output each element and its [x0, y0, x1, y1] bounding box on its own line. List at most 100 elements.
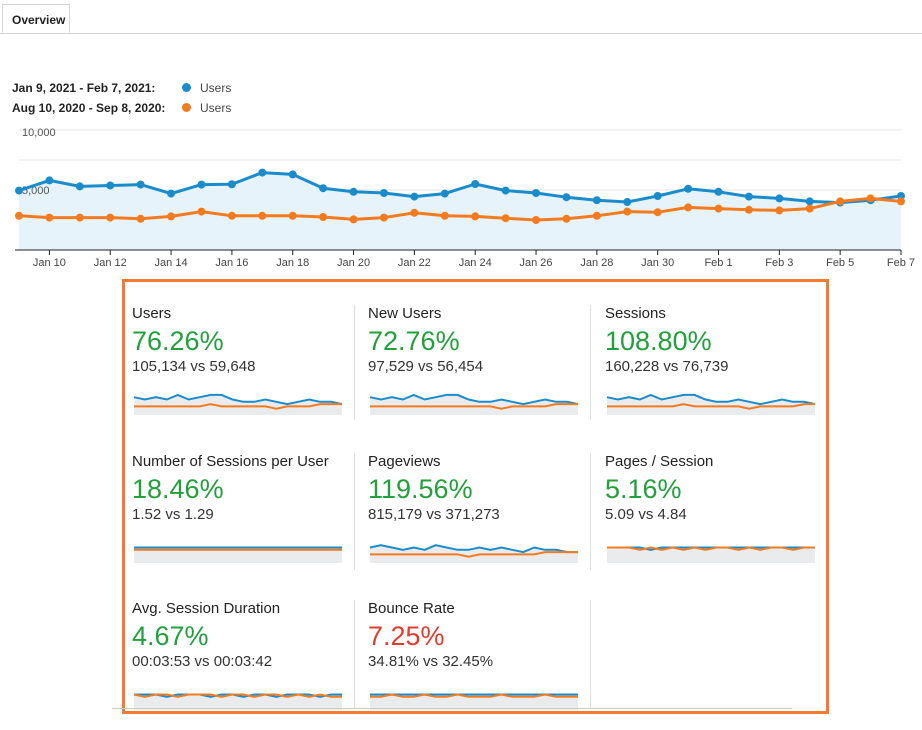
- metric-comparison: 105,134 vs 59,648: [132, 358, 256, 375]
- data-point[interactable]: [440, 189, 449, 198]
- data-point[interactable]: [623, 207, 632, 216]
- metric-percent-change: 7.25%: [368, 621, 445, 651]
- data-point[interactable]: [379, 213, 388, 222]
- x-tick-label: Jan 10: [33, 257, 66, 269]
- previous-series-line: [18, 196, 902, 222]
- data-point[interactable]: [288, 211, 297, 220]
- data-point[interactable]: [744, 192, 753, 201]
- legend-date-range: Jan 9, 2021 - Feb 7, 2021:: [12, 81, 156, 95]
- divider: [112, 708, 792, 709]
- data-point[interactable]: [319, 213, 328, 221]
- data-point[interactable]: [501, 186, 510, 195]
- legend-series-label[interactable]: Users: [200, 101, 232, 115]
- tile-divider: [590, 453, 591, 570]
- data-point[interactable]: [532, 216, 541, 224]
- metric-tile[interactable]: Sessions 108.80% 160,228 vs 76,739: [605, 305, 817, 435]
- data-point[interactable]: [379, 189, 388, 197]
- data-point[interactable]: [319, 184, 328, 193]
- tab-bar: Overview: [0, 0, 922, 34]
- data-point[interactable]: [410, 208, 419, 217]
- data-point[interactable]: [258, 168, 267, 177]
- sparkline-current: [134, 693, 342, 698]
- data-point[interactable]: [714, 204, 723, 213]
- data-point[interactable]: [106, 181, 115, 190]
- metric-name: Pageviews: [368, 453, 441, 470]
- legend-current: Jan 9, 2021 - Feb 7, 2021: Users: [12, 81, 231, 95]
- data-point[interactable]: [653, 192, 662, 200]
- data-point[interactable]: [653, 208, 662, 217]
- data-point[interactable]: [471, 212, 480, 221]
- data-point[interactable]: [684, 203, 693, 212]
- data-point[interactable]: [136, 180, 145, 189]
- data-point[interactable]: [45, 176, 54, 185]
- sparkline-previous: [607, 546, 815, 551]
- data-point[interactable]: [836, 197, 845, 206]
- data-point[interactable]: [805, 197, 814, 206]
- data-point[interactable]: [410, 192, 419, 201]
- metric-comparison: 97,529 vs 56,454: [368, 358, 484, 375]
- metric-tile[interactable]: Users 76.26% 105,134 vs 59,648: [132, 305, 344, 435]
- data-point[interactable]: [562, 214, 571, 223]
- data-point[interactable]: [15, 186, 23, 195]
- data-point[interactable]: [167, 189, 176, 198]
- data-point[interactable]: [501, 214, 510, 223]
- data-point[interactable]: [227, 211, 236, 220]
- data-point[interactable]: [45, 213, 54, 222]
- data-point[interactable]: [106, 213, 115, 222]
- data-point[interactable]: [258, 211, 267, 220]
- sparkline: [370, 693, 578, 710]
- metric-tile[interactable]: Bounce Rate 7.25% 34.81% vs 32.45%: [368, 600, 580, 730]
- metric-tile[interactable]: Number of Sessions per User 18.46% 1.52 vs…: [132, 453, 344, 583]
- metric-percent-change: 119.56%: [368, 474, 473, 504]
- data-point[interactable]: [75, 213, 84, 222]
- sparkline-area: [134, 547, 342, 563]
- data-point[interactable]: [866, 194, 875, 203]
- sparkline: [369, 393, 579, 415]
- metric-comparison: 1.52 vs 1.29: [132, 506, 214, 523]
- data-point[interactable]: [805, 204, 814, 213]
- data-point[interactable]: [744, 205, 753, 214]
- y-tick-label: 10,000: [22, 127, 56, 139]
- metric-comparison: 5.09 vs 4.84: [605, 506, 687, 523]
- data-point[interactable]: [167, 212, 176, 221]
- data-point[interactable]: [897, 197, 905, 206]
- x-tick-label: Jan 12: [94, 257, 127, 269]
- legend-dot-icon: [182, 103, 191, 112]
- data-point[interactable]: [288, 170, 297, 179]
- data-point[interactable]: [592, 196, 601, 205]
- sparkline-previous: [370, 403, 578, 410]
- metric-tile[interactable]: Pages / Session 5.16% 5.09 vs 4.84: [605, 453, 817, 583]
- sparkline-area: [134, 394, 342, 415]
- metric-tile[interactable]: Pageviews 119.56% 815,179 vs 371,273: [368, 453, 580, 583]
- data-point[interactable]: [775, 206, 784, 215]
- data-point[interactable]: [349, 215, 358, 224]
- data-point[interactable]: [714, 187, 723, 196]
- data-point[interactable]: [562, 193, 571, 202]
- data-point[interactable]: [440, 211, 449, 220]
- data-point[interactable]: [197, 180, 206, 189]
- sparkline-previous: [370, 551, 578, 558]
- data-point[interactable]: [349, 187, 358, 196]
- data-point[interactable]: [532, 189, 541, 197]
- metric-tile[interactable]: New Users 72.76% 97,529 vs 56,454: [368, 305, 580, 435]
- data-point[interactable]: [136, 214, 145, 223]
- data-point[interactable]: [775, 194, 784, 203]
- data-point[interactable]: [471, 180, 480, 188]
- sparkline-previous: [370, 693, 578, 698]
- metric-tile[interactable]: Avg. Session Duration 4.67% 00:03:53 vs 00…: [132, 600, 344, 730]
- data-point[interactable]: [75, 182, 84, 191]
- data-point[interactable]: [15, 211, 23, 220]
- tile-divider: [354, 600, 355, 708]
- data-point[interactable]: [623, 198, 632, 206]
- legend-series-label[interactable]: Users: [200, 81, 232, 95]
- metric-name: Sessions: [605, 305, 666, 322]
- sparkline: [134, 546, 342, 563]
- data-point[interactable]: [197, 207, 206, 216]
- data-point[interactable]: [227, 180, 236, 189]
- sparkline-previous: [134, 403, 342, 410]
- data-point[interactable]: [592, 211, 601, 220]
- metric-percent-change: 4.67%: [132, 621, 209, 651]
- data-point[interactable]: [684, 184, 693, 193]
- tab-overview[interactable]: Overview: [2, 4, 70, 33]
